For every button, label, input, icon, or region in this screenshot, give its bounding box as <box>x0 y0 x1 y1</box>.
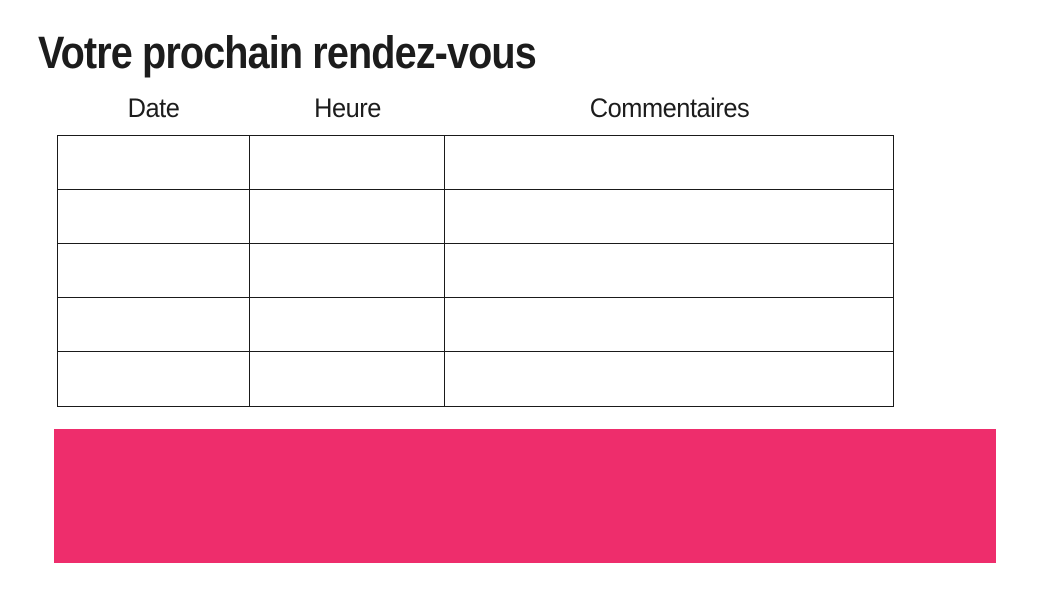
table-cell <box>250 298 445 352</box>
table-cell <box>445 244 893 298</box>
table-cell <box>58 298 250 352</box>
table-cell <box>250 244 445 298</box>
table-cell <box>250 190 445 244</box>
table-cell <box>445 298 893 352</box>
table-cell <box>58 190 250 244</box>
table-cell <box>58 244 250 298</box>
table-column-headers: Date Heure Commentaires <box>57 90 894 126</box>
table-cell <box>445 352 893 406</box>
appointments-table <box>57 135 894 407</box>
table-cell <box>58 352 250 406</box>
table-cell <box>58 136 250 190</box>
column-header-commentaires: Commentaires <box>589 93 750 123</box>
table-cell <box>250 136 445 190</box>
pink-banner <box>54 429 996 563</box>
column-header-date: Date <box>127 93 180 123</box>
column-header-heure: Heure <box>314 93 381 123</box>
page-title: Votre prochain rendez-vous <box>38 27 537 78</box>
table-cell <box>250 352 445 406</box>
table-cell <box>445 136 893 190</box>
table-cell <box>445 190 893 244</box>
